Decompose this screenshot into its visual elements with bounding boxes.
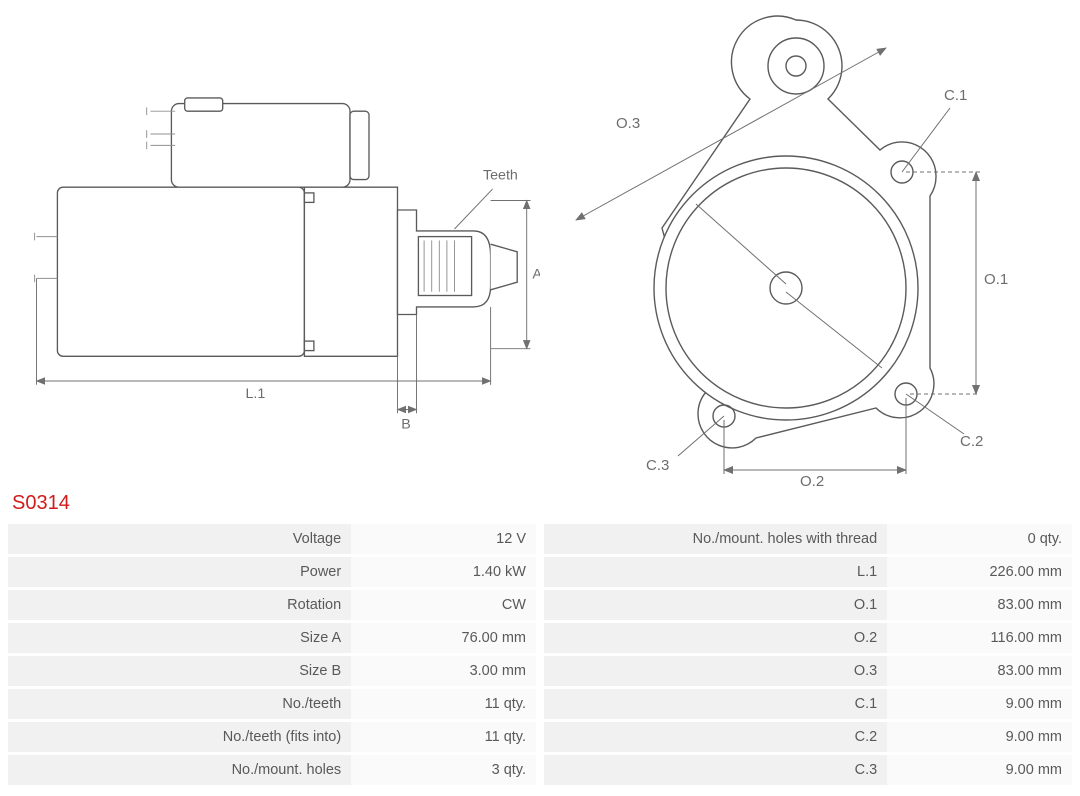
spec-value: 3 qty. <box>351 755 536 785</box>
spec-value: 9.00 mm <box>887 722 1072 752</box>
spec-table-left: Voltage12 V Power1.40 kW RotationCW Size… <box>8 521 536 788</box>
spec-label: L.1 <box>544 557 887 587</box>
label-O3: O.3 <box>616 115 640 132</box>
spec-label: No./mount. holes with thread <box>544 524 887 554</box>
spec-value: 12 V <box>351 524 536 554</box>
table-row: RotationCW <box>8 590 536 620</box>
spec-label: No./teeth <box>8 689 351 719</box>
spec-table-right: No./mount. holes with thread0 qty. L.122… <box>544 521 1072 788</box>
spec-label: Rotation <box>8 590 351 620</box>
diagram-area: Teeth A B L.1 <box>8 8 1072 488</box>
table-row: O.183.00 mm <box>544 590 1072 620</box>
spec-label: C.1 <box>544 689 887 719</box>
spec-value: 11 qty. <box>351 722 536 752</box>
table-row: C.39.00 mm <box>544 755 1072 785</box>
table-row: Power1.40 kW <box>8 557 536 587</box>
table-row: C.19.00 mm <box>544 689 1072 719</box>
label-teeth: Teeth <box>483 168 518 184</box>
label-C1: C.1 <box>944 87 967 104</box>
label-O2: O.2 <box>800 473 824 488</box>
spec-value: 9.00 mm <box>887 755 1072 785</box>
spec-value: 83.00 mm <box>887 656 1072 686</box>
spec-label: C.2 <box>544 722 887 752</box>
spec-value: CW <box>351 590 536 620</box>
table-row: No./mount. holes3 qty. <box>8 755 536 785</box>
label-O1: O.1 <box>984 271 1008 288</box>
spec-value: 9.00 mm <box>887 689 1072 719</box>
spec-label: O.1 <box>544 590 887 620</box>
label-C2: C.2 <box>960 433 983 450</box>
spec-value: 3.00 mm <box>351 656 536 686</box>
table-row: C.29.00 mm <box>544 722 1072 752</box>
table-row: L.1226.00 mm <box>544 557 1072 587</box>
spec-value: 1.40 kW <box>351 557 536 587</box>
table-row: No./teeth (fits into)11 qty. <box>8 722 536 752</box>
table-row: No./mount. holes with thread0 qty. <box>544 524 1072 554</box>
part-id: S0314 <box>12 492 1072 515</box>
table-row: Size B3.00 mm <box>8 656 536 686</box>
table-row: Size A76.00 mm <box>8 623 536 653</box>
spec-label: No./teeth (fits into) <box>8 722 351 752</box>
spec-label: O.3 <box>544 656 887 686</box>
spec-label: C.3 <box>544 755 887 785</box>
spec-label: O.2 <box>544 623 887 653</box>
label-C3: C.3 <box>646 457 669 474</box>
spec-label: Size B <box>8 656 351 686</box>
diagram-front-view: O.3 C.1 C.2 C.3 O.1 O.2 <box>540 8 1072 488</box>
table-row: O.383.00 mm <box>544 656 1072 686</box>
spec-value: 11 qty. <box>351 689 536 719</box>
table-row: Voltage12 V <box>8 524 536 554</box>
diagram-side-view: Teeth A B L.1 <box>8 8 540 488</box>
spec-value: 116.00 mm <box>887 623 1072 653</box>
table-row: No./teeth11 qty. <box>8 689 536 719</box>
spec-value: 0 qty. <box>887 524 1072 554</box>
label-A: A <box>532 266 540 282</box>
table-row: O.2116.00 mm <box>544 623 1072 653</box>
spec-label: Size A <box>8 623 351 653</box>
spec-value: 76.00 mm <box>351 623 536 653</box>
spec-label: Power <box>8 557 351 587</box>
label-B: B <box>401 417 411 433</box>
spec-value: 226.00 mm <box>887 557 1072 587</box>
spec-tables: Voltage12 V Power1.40 kW RotationCW Size… <box>8 521 1072 788</box>
spec-label: Voltage <box>8 524 351 554</box>
spec-value: 83.00 mm <box>887 590 1072 620</box>
spec-label: No./mount. holes <box>8 755 351 785</box>
label-L1: L.1 <box>246 386 266 402</box>
